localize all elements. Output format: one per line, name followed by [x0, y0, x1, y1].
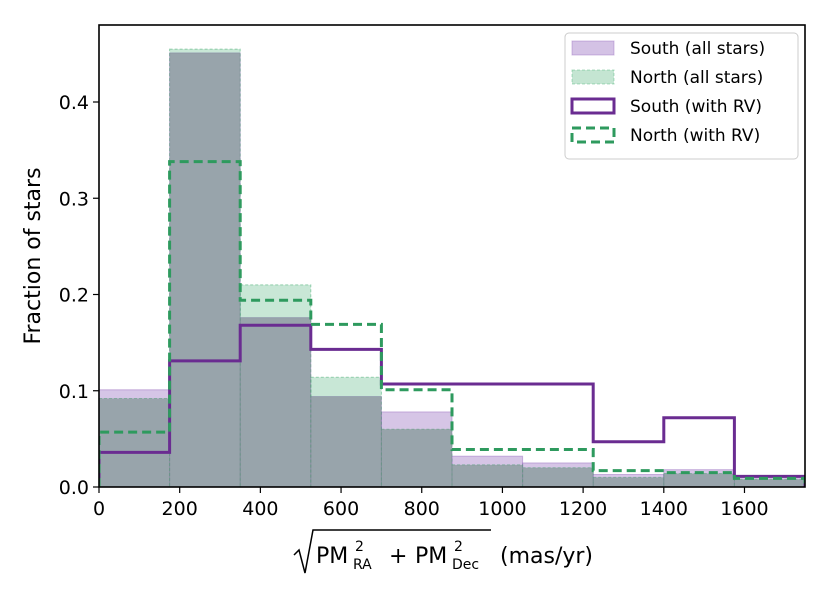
- legend: South (all stars) North (all stars) South …: [564, 32, 799, 160]
- legend-box: [564, 32, 799, 160]
- y-axis-label: Fraction of stars: [21, 167, 46, 344]
- overlap-bar-4: [381, 429, 452, 487]
- x-axis-label-sub-dec: Dec: [452, 557, 479, 573]
- legend-swatch-0: [571, 40, 615, 56]
- x-tick-label: 600: [323, 498, 359, 520]
- x-axis-ticks: 0 200 400 600 800 1000 1200 1400 1600: [93, 487, 769, 520]
- x-tick-label: 1600: [720, 498, 768, 520]
- overlap-bar-5: [452, 464, 523, 487]
- x-axis-label-sup-2: 2: [454, 539, 463, 555]
- overlap-bar-0: [99, 398, 170, 487]
- histogram-steps: [99, 160, 805, 487]
- overlap-bar-7: [593, 477, 664, 487]
- x-tick-label: 1200: [559, 498, 607, 520]
- overlap-bar-6: [522, 467, 594, 487]
- x-axis-label-pm-ra: PM: [316, 544, 348, 569]
- legend-label-0: South (all stars): [630, 39, 765, 59]
- y-tick-label: 0.3: [59, 188, 89, 210]
- plot-frame: [98, 24, 806, 488]
- overlap-bar-3: [310, 396, 382, 487]
- x-tick-label: 800: [404, 498, 440, 520]
- y-tick-label: 0.0: [59, 477, 89, 499]
- x-tick-label: 1400: [640, 498, 688, 520]
- y-tick-label: 0.1: [59, 381, 89, 403]
- overlap-bar-8: [663, 473, 735, 487]
- x-axis-label-plus: +: [389, 544, 407, 569]
- x-axis-label-sup-1: 2: [355, 539, 364, 555]
- sqrt-symbol: [293, 529, 491, 574]
- legend-label-2: South (with RV): [630, 97, 762, 117]
- x-axis-label-sub-ra: RA: [353, 557, 372, 573]
- legend-swatch-2: [570, 97, 616, 115]
- north-rv-step-line: [99, 160, 805, 487]
- y-tick-label: 0.2: [59, 285, 89, 307]
- x-tick-label: 400: [242, 498, 278, 520]
- x-tick-label: 0: [93, 498, 105, 520]
- y-tick-label: 0.4: [59, 92, 89, 114]
- overlap-bar-1: [169, 52, 241, 487]
- x-tick-label: 1000: [478, 498, 526, 520]
- x-axis-label: PM 2 RA + PM 2 Dec (mas/yr): [293, 529, 593, 574]
- histogram-fills: [99, 48, 805, 487]
- overlap-bar-9: [734, 479, 805, 487]
- legend-label-1: North (all stars): [630, 68, 763, 88]
- x-axis-label-pm-dec: PM: [415, 544, 447, 569]
- legend-swatch-3: [570, 126, 616, 144]
- y-axis-ticks: 0.0 0.1 0.2 0.3 0.4: [59, 92, 99, 499]
- x-axis-label-unit: (mas/yr): [500, 544, 593, 569]
- legend-swatch-1: [571, 69, 615, 85]
- south-rv-step-line: [99, 323, 805, 487]
- overlap-bar-2: [240, 317, 311, 487]
- legend-label-3: North (with RV): [630, 126, 760, 146]
- x-tick-label: 200: [162, 498, 198, 520]
